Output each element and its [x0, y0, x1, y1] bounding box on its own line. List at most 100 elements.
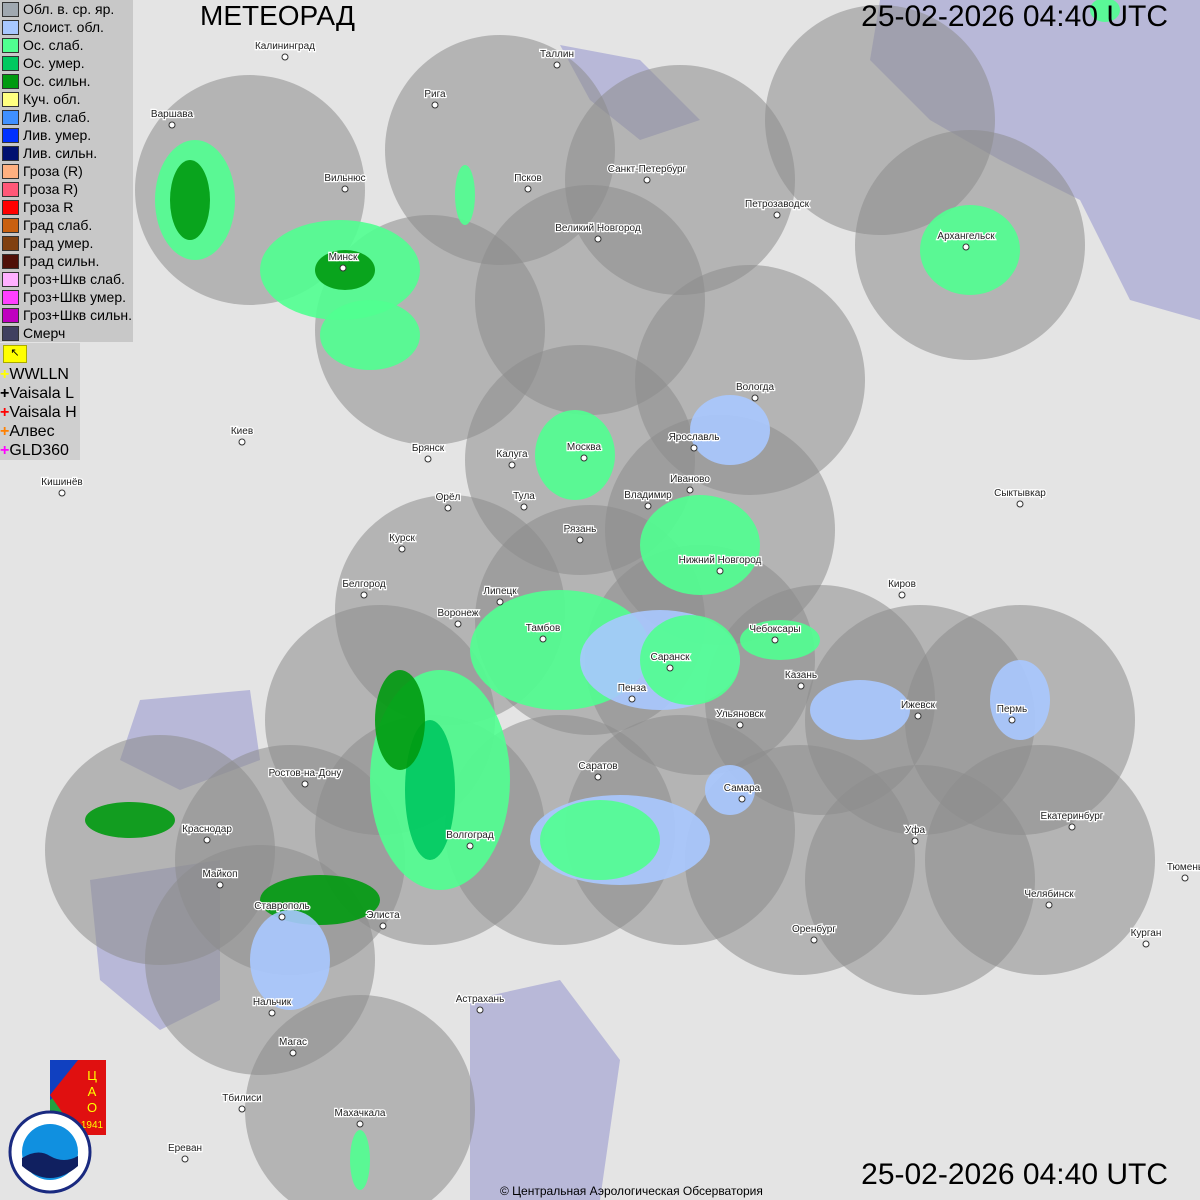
- city-marker-icon: [444, 504, 452, 512]
- city: Липецк: [482, 585, 518, 606]
- legend-swatch: [2, 145, 19, 161]
- city: Архангельск: [936, 230, 996, 251]
- copyright: © Центральная Аэрологическая Обсерватори…: [500, 1184, 763, 1198]
- city-label: Кишинёв: [41, 477, 82, 488]
- lightning-cross-icon: +: [0, 441, 10, 459]
- legend-label: Ос. сильн.: [23, 73, 91, 89]
- city: Санкт-Петербург: [607, 162, 688, 184]
- app-title: МЕТЕОРАД: [200, 0, 355, 31]
- city-label: Псков: [514, 173, 542, 184]
- city-marker-icon: [431, 101, 439, 109]
- city-label: Пермь: [997, 704, 1027, 715]
- legend-label: Смерч: [23, 325, 66, 341]
- lightning-item: + Vaisala H: [0, 403, 80, 422]
- city-label: Самара: [724, 783, 761, 794]
- city-marker-icon: [216, 881, 224, 889]
- city: Киров: [887, 578, 917, 599]
- roshydromet-logo: [8, 1110, 92, 1194]
- city: Махачкала: [333, 1107, 387, 1128]
- city: Вильнюс: [323, 172, 367, 193]
- city: Ставрополь: [253, 900, 311, 921]
- city: Владимир: [623, 489, 673, 510]
- legend-label: Куч. обл.: [23, 91, 81, 107]
- city: Калининград: [254, 40, 316, 61]
- city-label: Вологда: [736, 382, 775, 393]
- city-marker-icon: [643, 176, 651, 184]
- city-marker-icon: [58, 489, 66, 497]
- precip-area: [705, 765, 755, 815]
- city-label: Воронеж: [437, 608, 478, 619]
- legend-label: Ос. умер.: [23, 55, 85, 71]
- legend-swatch: [2, 1, 19, 17]
- legend-item: Обл. в. ср. яр.: [0, 0, 133, 18]
- city-label: Владимир: [624, 490, 672, 501]
- city-marker-icon: [1068, 823, 1076, 831]
- city: Ярославль: [667, 431, 721, 452]
- city-label: Орёл: [436, 492, 461, 503]
- precip-area: [640, 615, 740, 705]
- legend-item: Гроз+Шкв умер.: [0, 288, 133, 306]
- city: Казань: [784, 669, 818, 690]
- city-marker-icon: [466, 842, 474, 850]
- lightning-toggle-button[interactable]: ↖: [3, 345, 27, 363]
- precip-area: [455, 165, 475, 225]
- city-marker-icon: [181, 1155, 189, 1163]
- city-label: Великий Новгород: [555, 223, 641, 234]
- city-marker-icon: [1181, 874, 1189, 882]
- city: Астрахань: [454, 993, 506, 1014]
- city: Рига: [423, 88, 447, 109]
- lightning-cross-icon: +: [0, 384, 10, 402]
- city-label: Элиста: [366, 910, 400, 921]
- legend-swatch: [2, 109, 19, 125]
- city-label: Брянск: [412, 443, 445, 454]
- city: Пенза: [617, 682, 648, 703]
- city: Уфа: [904, 823, 927, 845]
- city-label: Ростов-на-Дону: [269, 768, 342, 779]
- lightning-legend: ↖ + WWLLN + Vaisala L + Vaisala H + Алвес + GLD36…: [0, 343, 80, 460]
- city-label: Тамбов: [526, 622, 561, 634]
- city-marker-icon: [1008, 716, 1016, 724]
- legend-label: Град слаб.: [23, 217, 93, 233]
- precip-area: [1090, 0, 1120, 22]
- city-marker-icon: [360, 591, 368, 599]
- legend-label: Град умер.: [23, 235, 94, 251]
- city: Рязань: [562, 523, 598, 544]
- legend-item: Гроза R: [0, 198, 133, 216]
- legend-swatch: [2, 325, 19, 341]
- city-label: Ульяновск: [716, 709, 764, 720]
- city: Ростов-на-Дону: [267, 767, 343, 788]
- legend-item: Гроз+Шкв сильн.: [0, 306, 133, 324]
- city: Магас: [278, 1036, 308, 1057]
- legend-label: Слоист. обл.: [23, 19, 104, 35]
- city-label: Липецк: [483, 586, 517, 597]
- legend-swatch: [2, 271, 19, 287]
- city-label: Ярославль: [669, 432, 720, 443]
- city-label: Белгород: [342, 579, 386, 590]
- city-label: Ижевск: [901, 700, 936, 711]
- city-marker-icon: [686, 486, 694, 494]
- city-label: Чебоксары: [749, 623, 800, 635]
- legend-item: Град слаб.: [0, 216, 133, 234]
- city-marker-icon: [773, 211, 781, 219]
- city: Пермь: [996, 703, 1028, 724]
- lightning-item: + WWLLN: [0, 365, 80, 384]
- city-marker-icon: [771, 636, 779, 644]
- city: Тула: [512, 490, 537, 511]
- city-marker-icon: [539, 635, 547, 643]
- city-label: Саратов: [578, 761, 617, 772]
- legend-item: Град сильн.: [0, 252, 133, 270]
- city-marker-icon: [962, 243, 970, 251]
- legend-swatch: [2, 127, 19, 143]
- legend-item: Ос. слаб.: [0, 36, 133, 54]
- city-label: Курск: [389, 533, 415, 544]
- city-marker-icon: [424, 455, 432, 463]
- precip-area: [85, 802, 175, 838]
- city-marker-icon: [476, 1006, 484, 1014]
- legend-swatch: [2, 253, 19, 269]
- city: Петрозаводск: [744, 198, 811, 219]
- city-marker-icon: [454, 620, 462, 628]
- legend-swatch: [2, 163, 19, 179]
- legend-swatch: [2, 91, 19, 107]
- lightning-label: WWLLN: [9, 365, 69, 383]
